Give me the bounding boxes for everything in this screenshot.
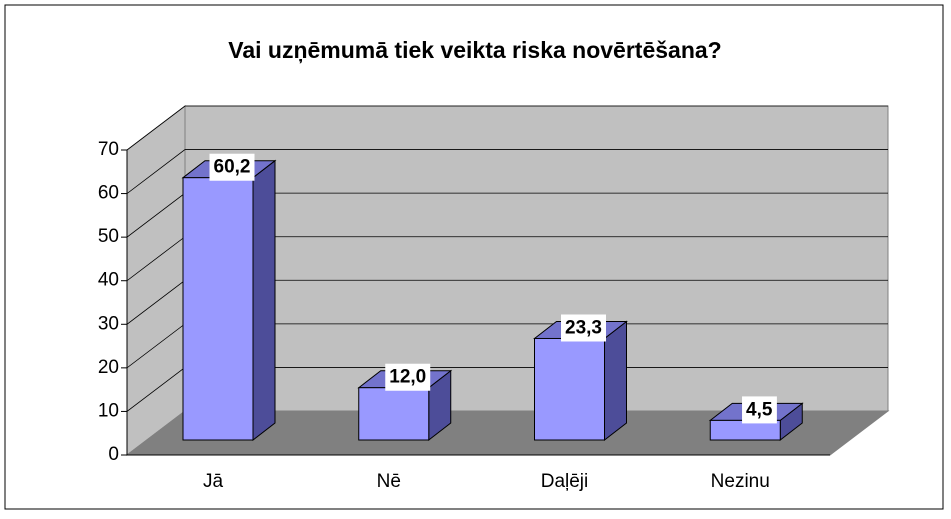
- chart-title: Vai uzņēmumā tiek veikta riska novērtēša…: [228, 37, 721, 63]
- x-tick-label: Jā: [203, 471, 224, 492]
- grid-line: [126, 105, 888, 151]
- side-wall: [126, 104, 186, 457]
- y-tick-label: 50: [98, 226, 119, 247]
- y-tick-label: 30: [98, 313, 119, 334]
- bar: [358, 387, 430, 441]
- y-tick-label: 0: [108, 444, 119, 465]
- data-label: 12,0: [389, 367, 426, 388]
- data-label-box: [209, 153, 255, 181]
- bar-side: [252, 159, 276, 442]
- y-tick-label: 10: [98, 400, 119, 421]
- data-label: 23,3: [565, 317, 602, 338]
- grid-line: [126, 149, 888, 194]
- x-tick-label: Daļēji: [541, 471, 589, 492]
- data-label-box: [561, 314, 606, 342]
- y-tick-label: 20: [98, 357, 119, 378]
- data-label-box: [385, 363, 431, 391]
- y-tick-label: 40: [98, 270, 119, 291]
- x-tick-label: Nē: [377, 471, 401, 492]
- x-tick-label: Nezinu: [711, 471, 770, 492]
- bar: [182, 177, 254, 441]
- data-label-box: [742, 396, 777, 424]
- y-tick-label: 60: [98, 183, 119, 204]
- data-label: 4,5: [746, 399, 773, 420]
- bar: [534, 337, 605, 441]
- bar-side: [604, 320, 627, 442]
- y-tick-label: 70: [98, 139, 119, 160]
- data-label: 60,2: [214, 157, 251, 178]
